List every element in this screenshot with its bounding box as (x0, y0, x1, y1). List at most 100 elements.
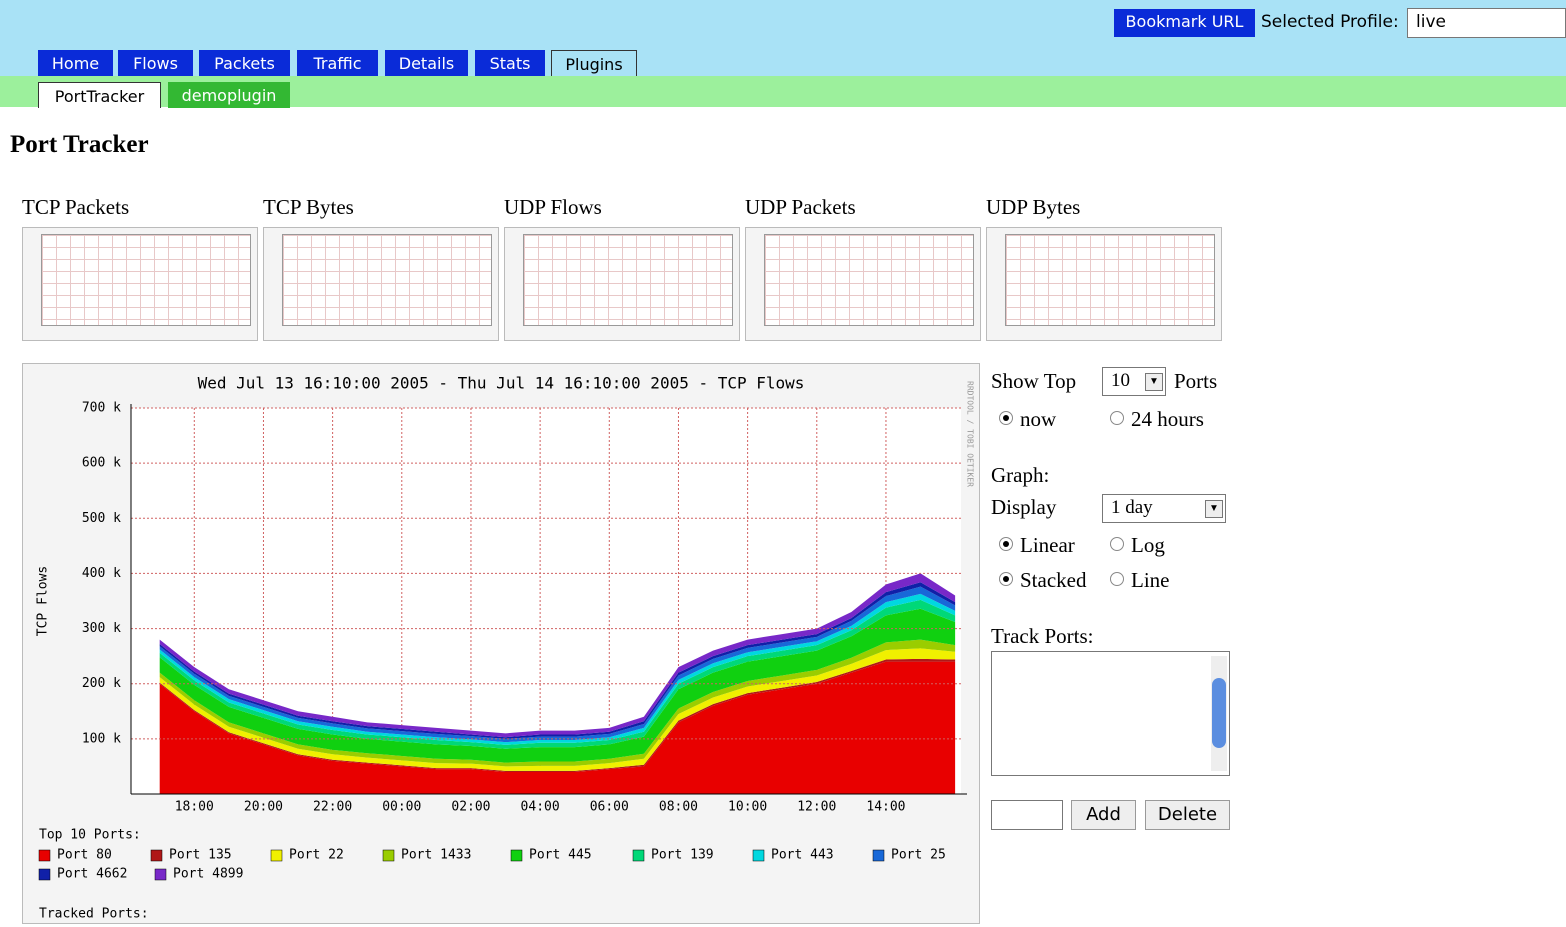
bookmark-button[interactable]: Bookmark URL (1114, 9, 1255, 37)
legend-swatch (632, 849, 645, 862)
radio-button[interactable] (999, 537, 1013, 551)
area-layer (159, 661, 956, 794)
legend-swatch (38, 868, 51, 881)
delete-button[interactable]: Delete (1145, 800, 1230, 830)
radio-button[interactable] (1110, 572, 1124, 586)
radio-label: Stacked (1020, 568, 1087, 592)
radio-button[interactable] (999, 572, 1013, 586)
tab[interactable]: Packets (199, 50, 290, 76)
thumbnail-graph[interactable] (263, 227, 499, 341)
legend-swatch (872, 849, 885, 862)
area-layer (159, 608, 956, 763)
thumbnail-graph[interactable] (745, 227, 981, 341)
tab[interactable]: Traffic (297, 50, 378, 76)
tab[interactable]: Home (38, 50, 113, 76)
thumbnail-title: TCP Packets (22, 195, 130, 219)
x-tick-label: 02:00 (451, 800, 490, 815)
legend-label: Port 4662 (57, 867, 127, 882)
y-tick-label: 200 k (82, 676, 121, 691)
area-layer (159, 639, 956, 767)
legend-swatch (752, 849, 765, 862)
legend-label: Port 135 (169, 848, 232, 863)
chart-frame: Wed Jul 13 16:10:00 2005 - Thu Jul 14 16… (22, 363, 980, 924)
y-tick-label: 700 k (82, 401, 121, 416)
x-tick-label: 04:00 (521, 800, 560, 815)
legend-label: Port 4899 (173, 867, 243, 882)
radio-button[interactable] (1110, 411, 1124, 425)
radio-label: Log (1131, 533, 1165, 557)
radio-label: 24 hours (1131, 407, 1204, 431)
profile-value: live (1416, 12, 1446, 32)
legend-swatch (154, 868, 167, 881)
area-layer (159, 648, 956, 771)
graph-label: Graph: (991, 463, 1050, 487)
add-button[interactable]: Add (1071, 800, 1136, 830)
legend-label: Port 25 (891, 848, 946, 863)
thumbnail-graph[interactable] (986, 227, 1222, 341)
thumbnail-plot (1005, 234, 1215, 326)
subtab[interactable]: demoplugin (168, 82, 290, 108)
thumbnail-title: UDP Packets (745, 195, 856, 219)
legend-label: Port 445 (529, 848, 592, 863)
track-ports-label: Track Ports: (991, 624, 1094, 648)
legend-label: Port 139 (651, 848, 714, 863)
legend-label: Port 80 (57, 848, 112, 863)
top-select[interactable]: 10 ▼ (1102, 367, 1166, 396)
chart-title: Wed Jul 13 16:10:00 2005 - Thu Jul 14 16… (198, 374, 805, 393)
y-tick-label: 300 k (82, 621, 121, 636)
x-tick-label: 10:00 (728, 800, 767, 815)
legend-swatch (510, 849, 523, 862)
radio-label: now (1020, 407, 1057, 431)
track-ports-list[interactable] (991, 651, 1230, 776)
radio-button[interactable] (1110, 537, 1124, 551)
x-tick-label: 08:00 (659, 800, 698, 815)
x-tick-label: 12:00 (797, 800, 836, 815)
top-value: 10 (1111, 370, 1130, 391)
thumbnail-title: UDP Bytes (986, 195, 1081, 219)
select-arrow: ▼ (1145, 373, 1163, 391)
thumbnail-graph[interactable] (22, 227, 258, 341)
tab[interactable]: Details (385, 50, 468, 76)
port-input[interactable] (991, 800, 1063, 830)
legend-swatch (150, 849, 163, 862)
y-tick-label: 500 k (82, 511, 121, 526)
ports-label: Ports (1174, 369, 1218, 393)
legend-label: Port 1433 (401, 848, 471, 863)
x-tick-label: 22:00 (313, 800, 352, 815)
radio-label: Linear (1020, 533, 1075, 557)
thumbnail-graph[interactable] (504, 227, 740, 341)
x-tick-label: 14:00 (866, 800, 905, 815)
thumbnail-plot (523, 234, 733, 326)
tracked-title: Tracked Ports: (39, 907, 149, 922)
page-heading: Port Tracker (10, 131, 149, 158)
area-layer (159, 599, 956, 749)
x-tick-label: 00:00 (382, 800, 421, 815)
display-label: Display (991, 495, 1057, 519)
tab[interactable]: Flows (118, 50, 193, 76)
tab[interactable]: Stats (475, 50, 545, 76)
scrollbar (1211, 656, 1227, 771)
display-value: 1 day (1111, 497, 1153, 518)
thumbnail-plot (764, 234, 974, 326)
x-tick-label: 20:00 (244, 800, 283, 815)
legend-swatch (38, 849, 51, 862)
chart: Wed Jul 13 16:10:00 2005 - Thu Jul 14 16… (36, 374, 975, 922)
tab[interactable]: Plugins (551, 50, 637, 76)
display-select[interactable]: 1 day ▼ (1102, 494, 1226, 523)
show-top-label: Show Top (991, 369, 1077, 393)
profile-select[interactable]: live (1407, 8, 1566, 38)
legend-title: Top 10 Ports: (39, 828, 141, 843)
thumbnail-plot (41, 234, 251, 326)
legend-swatch (270, 849, 283, 862)
scroll-thumb (1212, 678, 1226, 748)
y-tick-label: 100 k (82, 731, 121, 746)
y-tick-label: 400 k (82, 566, 121, 581)
radio-button[interactable] (999, 411, 1013, 425)
x-tick-label: 18:00 (175, 800, 214, 815)
legend-label: Port 443 (771, 848, 834, 863)
legend-label: Port 22 (289, 848, 344, 863)
subtab[interactable]: PortTracker (38, 82, 161, 108)
thumbnail-plot (282, 234, 492, 326)
